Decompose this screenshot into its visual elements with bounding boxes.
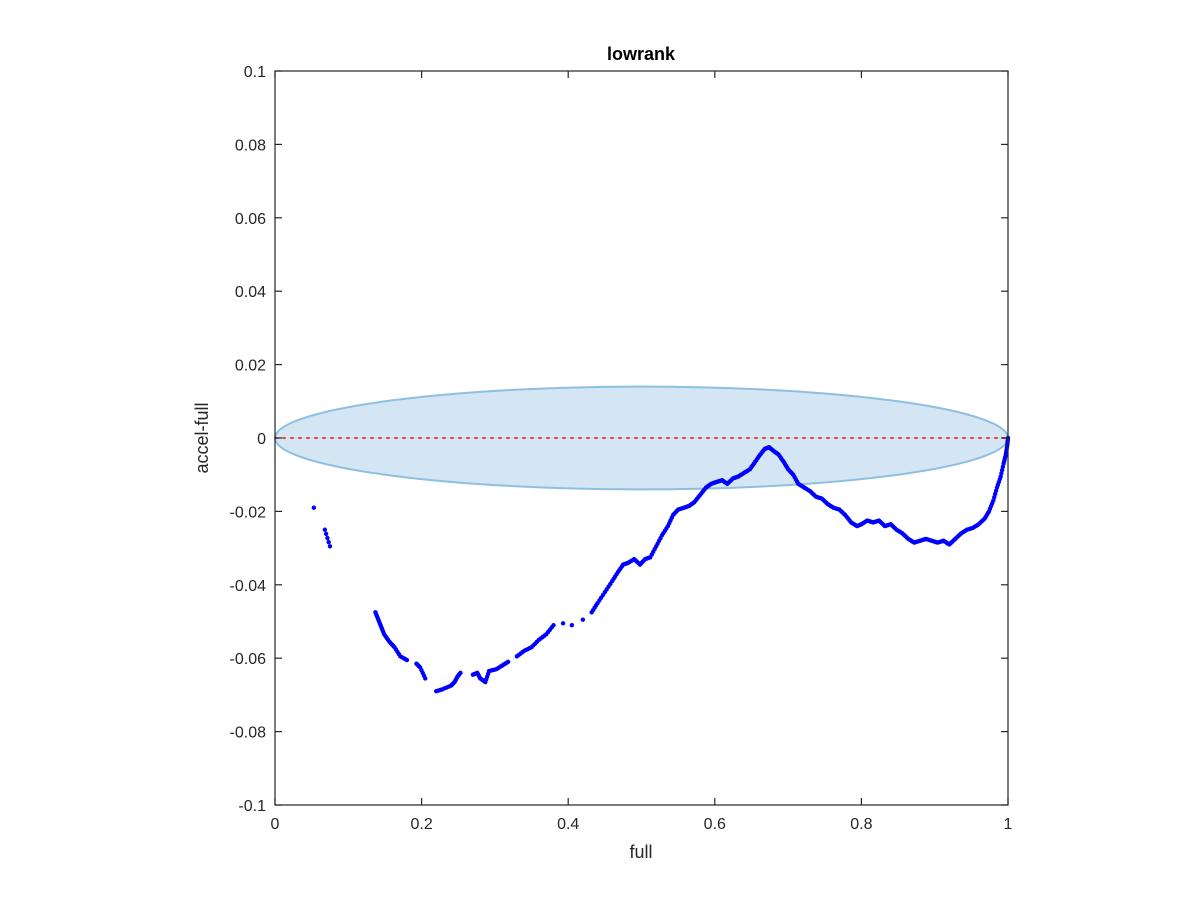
y-tick-label: -0.1 [238,798,266,815]
y-tick-label: 0.02 [235,358,266,375]
y-tick-label: 0.1 [244,64,266,81]
data-point [458,670,463,676]
data-point [323,531,329,537]
y-tick-label: 0 [257,431,266,448]
data-point [569,622,575,628]
x-tick-label: 0.8 [850,816,872,833]
data-point [325,535,330,541]
y-tick-label: 0.04 [235,284,266,301]
data-point [311,505,317,510]
chart-title: lowrank [607,44,676,64]
x-tick-label: 0 [271,816,280,833]
data-point [326,539,331,545]
y-axis-ticks: 0.1 0.08 0.06 0.04 0.02 0 -0.02 -0.04 -0.06 -0.08… [230,64,1008,815]
x-tick-label: 0.4 [557,816,579,833]
x-tick-label: 0.6 [704,816,726,833]
y-tick-label: -0.04 [230,578,267,595]
y-tick-label: 0.08 [235,137,266,154]
data-point [404,657,410,663]
data-point [327,544,333,549]
data-point [580,617,586,622]
data-point [322,527,328,532]
x-tick-label: 0.2 [410,816,432,833]
data-points [311,435,1011,694]
y-tick-label: -0.06 [230,651,267,668]
x-axis-label: full [629,842,652,862]
x-tick-label: 1 [1004,816,1013,833]
y-tick-label: -0.08 [230,725,267,742]
data-point [423,676,428,681]
x-axis-ticks: 0 0.2 0.4 0.6 0.8 1 [271,71,1013,833]
data-point [560,621,566,626]
data-point [551,622,556,628]
data-point [505,659,511,665]
y-axis-label: accel-full [192,402,212,473]
y-tick-label: -0.02 [230,504,267,521]
y-tick-label: 0.06 [235,211,266,228]
